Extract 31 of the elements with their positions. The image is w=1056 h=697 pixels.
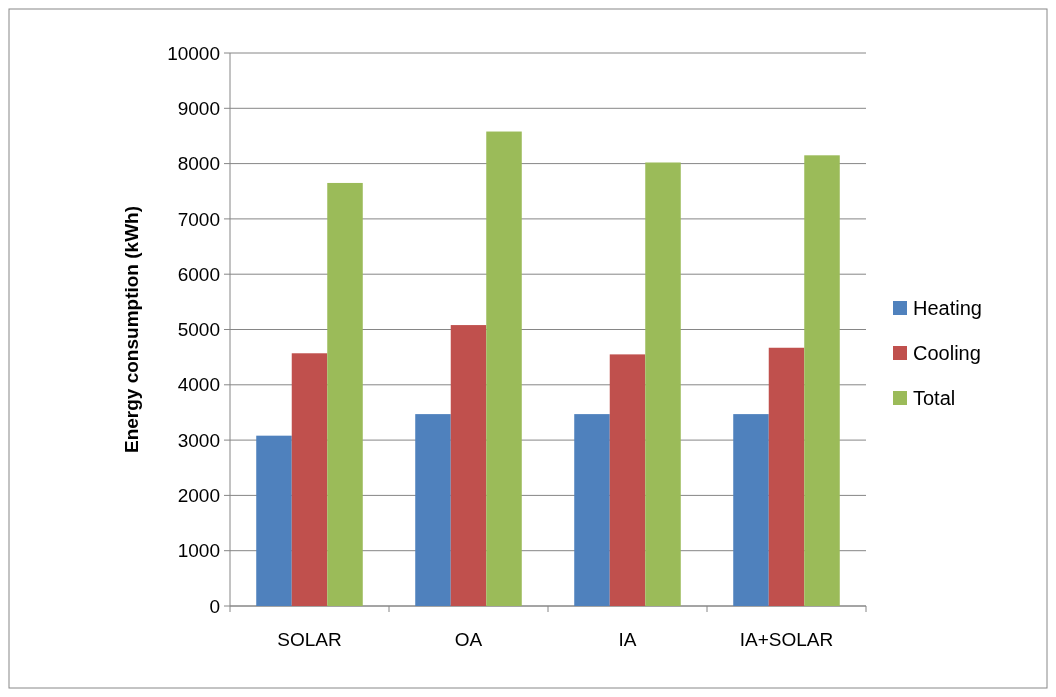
legend-label: Total [913,387,956,409]
y-tick-label: 10000 [167,42,220,64]
bar [450,325,487,606]
x-tick-label: IA+SOLAR [739,629,834,650]
bar [327,182,363,606]
y-tick-label: 6000 [177,263,220,285]
y-tick-label: 3000 [177,429,220,451]
bar [733,414,769,606]
x-tick-label: SOLAR [277,629,342,650]
bar [256,435,292,606]
y-tick-label: 1000 [177,540,220,562]
x-tick-label: IA [618,629,637,650]
y-tick-label: 9000 [177,97,220,119]
bar [768,347,805,606]
bar [574,414,610,606]
x-tick-label: OA [454,629,483,650]
y-tick-label: 0 [209,595,220,617]
bar [415,414,451,606]
bar [486,131,522,606]
y-tick-label: 5000 [177,319,220,341]
bar [291,353,328,606]
bar [609,354,646,606]
y-tick-label: 8000 [177,153,220,175]
legend-label: Heating [913,297,982,319]
bar [804,155,840,606]
y-tick-label: 2000 [177,485,220,507]
bar [645,162,681,606]
y-tick-label: 4000 [177,374,220,396]
y-axis-title: Energy consumption (kWh) [121,206,142,453]
legend-label: Cooling [913,342,981,364]
y-tick-label: 7000 [177,208,220,230]
